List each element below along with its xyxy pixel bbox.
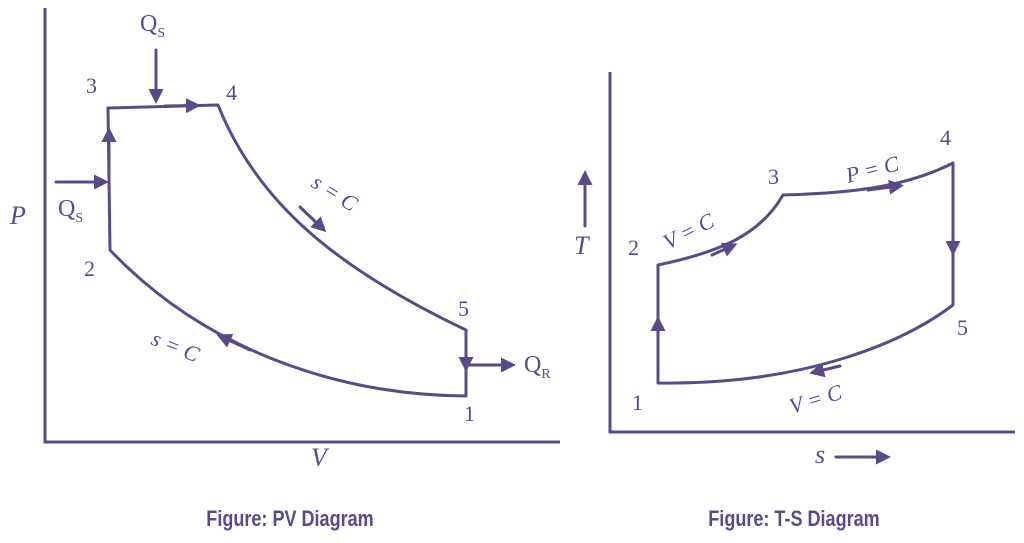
pv-diagram: P V QS QS QR 1 2 3 4 5 s = C s = C	[9, 8, 560, 472]
pv-diagram-caption: Figure: PV Diagram	[206, 506, 374, 531]
ts-point-1: 1	[632, 390, 643, 415]
ts-diagram: T s 1 2 3 4 5 V = C P = C V = C	[574, 72, 1015, 469]
pv-qs-top-label: QS	[140, 11, 165, 41]
pv-arrow-3-4	[163, 98, 201, 114]
pv-arrow-1-2	[216, 333, 252, 352]
ts-arrow-3-4	[866, 179, 904, 195]
pv-qs-left-label: QS	[58, 196, 83, 226]
pv-x-axis-label: V	[311, 443, 330, 472]
ts-constant-volume-cooling-label: V = C	[786, 379, 845, 419]
ts-y-axis-label: T	[574, 231, 590, 260]
ts-point-2: 2	[628, 235, 639, 260]
pv-point-2: 2	[84, 256, 95, 281]
pv-isentropic-compression-label: s = C	[148, 325, 203, 367]
ts-caption-box	[566, 498, 1022, 543]
ts-arrow-2-3	[710, 242, 738, 257]
ts-arrow-5-1	[809, 362, 842, 378]
pv-arrow-4-5	[298, 205, 327, 233]
ts-point-5: 5	[957, 315, 968, 340]
ts-point-4: 4	[940, 125, 951, 150]
ts-diagram-caption: Figure: T-S Diagram	[708, 506, 880, 531]
pv-point-5: 5	[458, 296, 469, 321]
pv-qr-label: QR	[524, 352, 551, 382]
ts-constant-pressure-label: P = C	[842, 151, 901, 189]
pv-point-3: 3	[86, 73, 97, 98]
pv-isentropic-expansion-label: s = C	[307, 169, 362, 216]
ts-x-axis-label: s	[815, 440, 825, 469]
ts-cycle-path	[656, 161, 955, 385]
ts-point-3: 3	[768, 164, 779, 189]
pv-point-4: 4	[226, 80, 237, 105]
ts-axes	[608, 72, 1015, 434]
pv-caption-box	[62, 498, 518, 543]
ts-constant-volume-heating-label: V = C	[659, 208, 718, 255]
pv-axes	[43, 8, 560, 444]
pv-point-1: 1	[464, 401, 475, 426]
pv-y-axis-label: P	[9, 201, 26, 230]
